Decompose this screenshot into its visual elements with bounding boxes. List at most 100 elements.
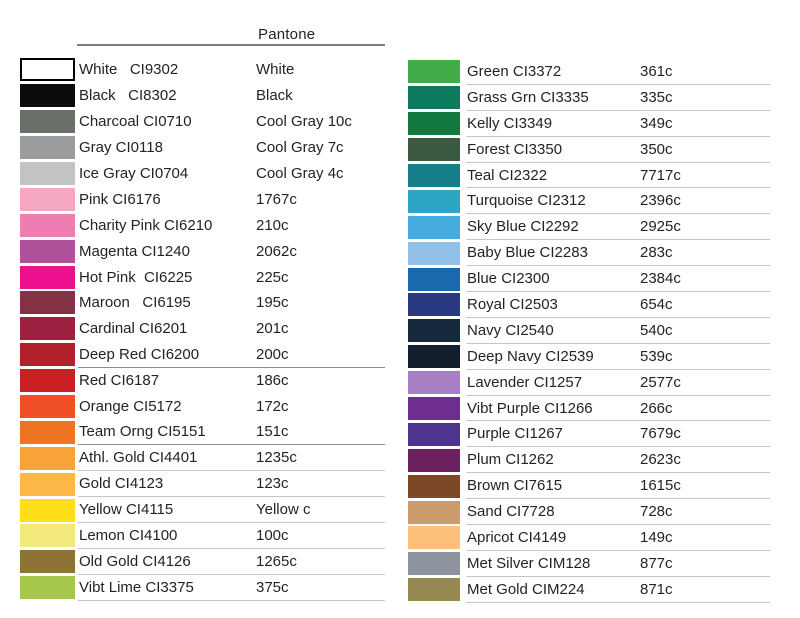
color-label: Grass Grn CI3335	[467, 88, 589, 106]
color-row-text: Deep Red CI6200 200c	[78, 342, 385, 368]
color-label: Old Gold CI4126	[79, 552, 191, 570]
pantone-value: 149c	[640, 528, 673, 546]
pantone-value: Cool Gray 4c	[256, 165, 344, 182]
color-row-text: Plum CI1262 2623c	[466, 447, 770, 474]
pantone-value: 283c	[640, 244, 673, 262]
color-row-text: Sand CI7728 728c	[466, 499, 770, 526]
color-row: Hot Pink CI6225 225c	[20, 264, 385, 290]
pantone-value: 871c	[640, 580, 673, 598]
color-row-text: Magenta CI1240 2062c	[78, 238, 385, 264]
pantone-value: 1265c	[256, 552, 297, 570]
pantone-value: 877c	[640, 554, 673, 572]
color-row: Kelly CI3349 349c	[408, 111, 770, 137]
color-label: Met Silver CIM128	[467, 554, 591, 572]
color-swatch	[20, 136, 75, 160]
color-swatch	[20, 213, 75, 237]
color-swatch	[408, 86, 460, 110]
pantone-column-header: Pantone	[258, 26, 316, 43]
pantone-value: 2396c	[640, 192, 681, 210]
color-swatch	[20, 239, 75, 263]
color-label: Gray CI0118	[79, 139, 163, 157]
color-label: Royal CI2503	[467, 295, 558, 313]
color-label: Maroon CI6195	[79, 294, 191, 312]
color-column-right: Green CI3372 361c Grass Grn CI3335 335c Kell…	[408, 59, 770, 603]
color-label: Lemon CI4100	[79, 526, 178, 544]
color-label: Blue CI2300	[467, 270, 550, 288]
color-row: Met Silver CIM128 877c	[408, 551, 770, 577]
color-swatch	[408, 422, 460, 446]
color-row: Pink CI6176 1767c	[20, 186, 385, 212]
color-label: Plum CI1262	[467, 451, 554, 469]
color-row: Vibt Purple CI1266 266c	[408, 396, 770, 422]
color-row: Green CI3372 361c	[408, 59, 770, 85]
color-label: Cardinal CI6201	[79, 320, 188, 338]
pantone-value: 2062c	[256, 242, 297, 260]
color-row-text: Purple CI1267 7679c	[466, 421, 770, 448]
pantone-value: 654c	[640, 295, 673, 313]
color-row-text: Orange CI5172 172c	[78, 394, 385, 420]
color-label: Lavender CI1257	[467, 373, 583, 391]
color-row-text: Old Gold CI4126 1265c	[78, 549, 385, 575]
color-row: Purple CI1267 7679c	[408, 421, 770, 448]
color-label: Apricot CI4149	[467, 528, 567, 546]
color-row: Forest CI3350 350c	[408, 137, 770, 163]
color-row: Vibt Lime CI3375 375c	[20, 575, 385, 601]
color-row-text: Green CI3372 361c	[466, 59, 770, 85]
pantone-value: 349c	[640, 114, 673, 132]
color-row-text: Charcoal CI0710 Cool Gray 10c	[78, 109, 385, 135]
color-row-text: Hot Pink CI6225 225c	[78, 264, 385, 290]
color-swatch	[20, 58, 75, 82]
color-label: Ice Gray CI0704	[79, 165, 189, 182]
color-label: Yellow CI4115	[79, 501, 174, 519]
color-row: Deep Red CI6200 200c	[20, 342, 385, 368]
pantone-value: 7679c	[640, 425, 681, 443]
pantone-value: 225c	[256, 268, 289, 286]
color-label: Turquoise CI2312	[467, 192, 586, 210]
pantone-value: White	[256, 61, 295, 79]
color-swatch	[408, 474, 460, 498]
color-row-text: Met Silver CIM128 877c	[466, 551, 770, 577]
color-row: Plum CI1262 2623c	[408, 447, 770, 474]
color-swatch	[20, 498, 75, 522]
color-row: Old Gold CI4126 1265c	[20, 549, 385, 575]
color-row-text: Teal CI2322 7717c	[466, 163, 770, 189]
color-row: Gray CI0118 Cool Gray 7c	[20, 135, 385, 161]
color-label: Kelly CI3349	[467, 114, 553, 132]
color-row-text: Red CI6187 186c	[78, 368, 385, 394]
color-row: Sand CI7728 728c	[408, 499, 770, 526]
color-swatch	[408, 448, 460, 472]
color-row-text: Charity Pink CI6210 210c	[78, 212, 385, 238]
pantone-value: 123c	[256, 475, 289, 493]
color-label: Deep Navy CI2539	[467, 347, 594, 365]
color-row-text: Gray CI0118 Cool Gray 7c	[78, 135, 385, 161]
color-row-text: Vibt Purple CI1266 266c	[466, 396, 770, 422]
color-swatch	[20, 291, 75, 315]
color-label: Green CI3372	[467, 62, 562, 80]
color-row: Maroon CI6195 195c	[20, 290, 385, 316]
color-row-text: Sky Blue CI2292 2925c	[466, 214, 770, 241]
color-label: Pink CI6176	[79, 190, 161, 208]
color-label: Gold CI4123	[79, 475, 164, 493]
color-swatch	[20, 343, 75, 367]
color-swatch	[20, 472, 75, 496]
pantone-value: 375c	[256, 578, 289, 596]
color-label: Black CI8302	[79, 87, 177, 105]
color-row: Team Orng CI5151 151c	[20, 419, 385, 446]
header-rule	[77, 44, 385, 46]
pantone-value: 100c	[256, 526, 289, 544]
color-swatch	[408, 267, 460, 291]
color-row: Lemon CI4100 100c	[20, 523, 385, 549]
pantone-value: Yellow c	[256, 501, 311, 519]
color-row-text: Royal CI2503 654c	[466, 292, 770, 318]
color-swatch	[20, 524, 75, 548]
color-row-text: Baby Blue CI2283 283c	[466, 240, 770, 267]
color-row-text: Cardinal CI6201 201c	[78, 316, 385, 342]
pantone-value: 540c	[640, 321, 673, 339]
color-swatch	[20, 110, 75, 134]
color-swatch	[408, 345, 460, 369]
color-label: Teal CI2322	[467, 166, 548, 184]
pantone-value: 172c	[256, 398, 289, 416]
color-label: Hot Pink CI6225	[79, 268, 193, 286]
color-row: Baby Blue CI2283 283c	[408, 240, 770, 267]
color-row: Deep Navy CI2539 539c	[408, 344, 770, 370]
